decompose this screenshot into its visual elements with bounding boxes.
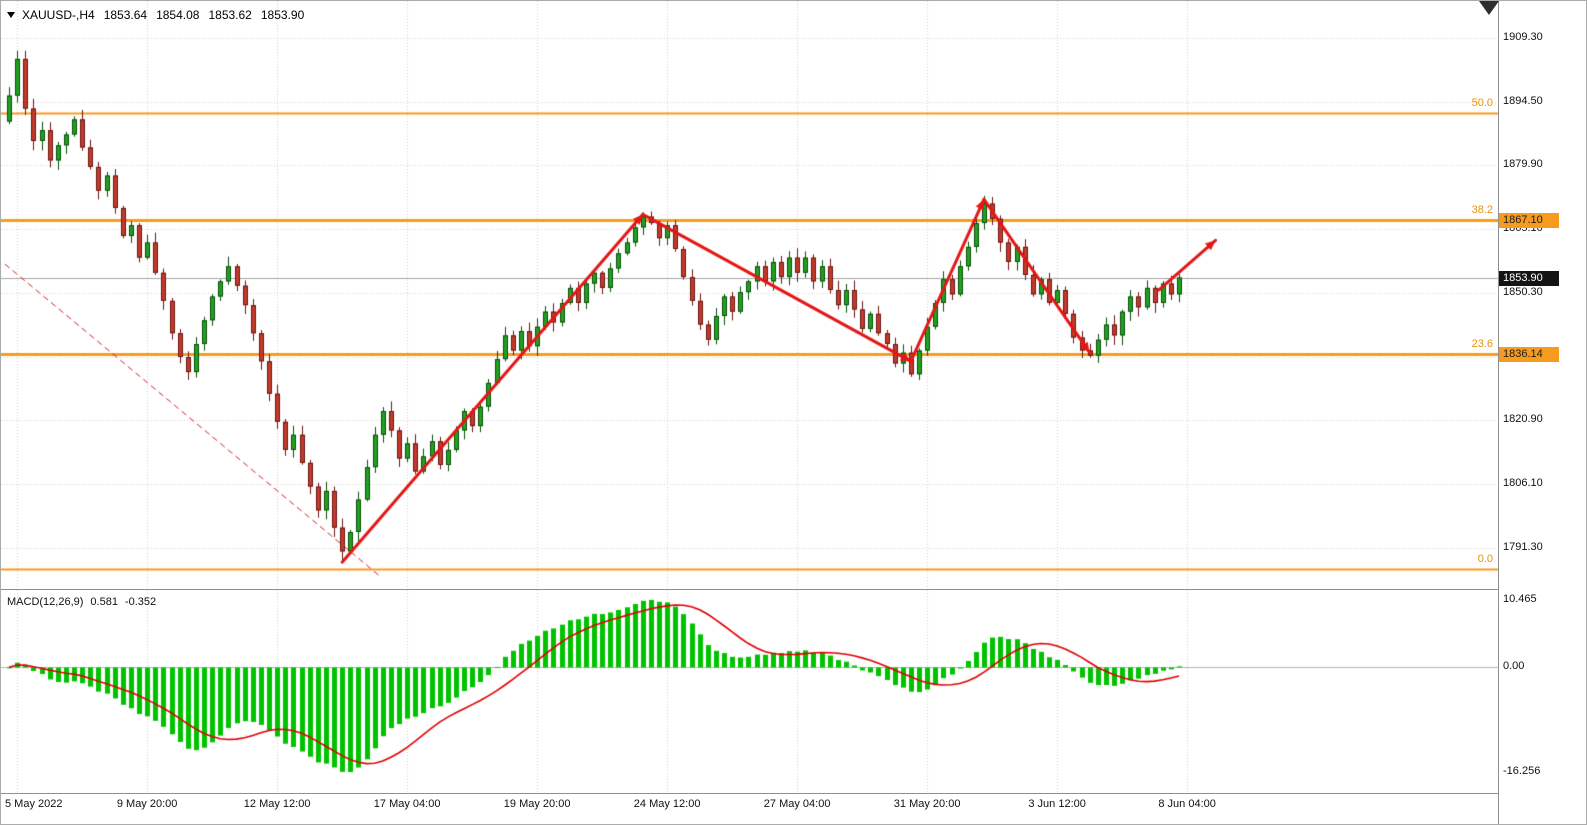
time-tick-label: 17 May 04:00 [373, 798, 441, 810]
pane-divider[interactable] [1, 589, 1586, 590]
price-axis-separator [1498, 1, 1499, 824]
time-tick-label: 3 Jun 12:00 [1028, 798, 1086, 810]
macd-tick-label: -16.256 [1503, 765, 1541, 778]
chart-shift-marker-icon[interactable] [1479, 1, 1499, 15]
symbol-dropdown-icon[interactable] [7, 12, 15, 18]
ohlc-low: 1853.62 [208, 8, 252, 22]
time-tick-label: 27 May 04:00 [763, 798, 831, 810]
fibo-percent-label: 0.0 [1477, 552, 1493, 565]
ohlc-close: 1853.90 [260, 8, 305, 22]
time-tick-label: 31 May 20:00 [893, 798, 961, 810]
macd-signal-value: -0.352 [124, 596, 157, 608]
time-tick-label: 24 May 12:00 [633, 798, 701, 810]
price-tick-label: 1909.30 [1503, 31, 1543, 44]
fibo-percent-label: 38.2 [1471, 204, 1493, 217]
macd-header: MACD(12,26,9) 0.581 -0.352 [7, 596, 156, 608]
current-price-tag: 1853.90 [1499, 270, 1559, 286]
pane-divider[interactable] [1, 793, 1586, 794]
time-axis[interactable]: 5 May 2022 9 May 20:00 12 May 12:00 17 May … [1, 794, 1498, 824]
fibo-percent-label: 50.0 [1471, 97, 1493, 110]
macd-main-value: 0.581 [90, 596, 118, 608]
time-tick-label: 9 May 20:00 [116, 798, 178, 810]
macd-tick-label: 0.00 [1503, 660, 1525, 673]
chart-header: XAUUSD-,H4 1853.64 1854.08 1853.62 1853.… [7, 8, 304, 22]
macd-label: MACD(12,26,9) [7, 596, 84, 608]
symbol-timeframe-label: XAUUSD-,H4 [22, 8, 95, 22]
fibo-price-tag: 1836.14 [1499, 347, 1559, 363]
ohlc-open: 1853.64 [103, 8, 148, 22]
price-tick-label: 1850.30 [1503, 286, 1543, 299]
time-tick-label: 19 May 20:00 [503, 798, 571, 810]
fibo-percent-label: 23.6 [1471, 338, 1493, 351]
price-tick-label: 1806.10 [1503, 477, 1543, 489]
time-tick-label: 8 Jun 04:00 [1158, 798, 1216, 810]
main-chart-canvas[interactable] [1, 1, 1498, 589]
fibo-price-tag: 1867.10 [1499, 213, 1559, 229]
macd-tick-label: 10.465 [1503, 592, 1537, 605]
price-tick-label: 1879.90 [1503, 158, 1543, 171]
time-tick-label: 12 May 12:00 [243, 798, 311, 810]
price-axis[interactable]: 1909.301894.501879.901865.101850.301835.… [1499, 1, 1586, 824]
price-tick-label: 1791.30 [1503, 540, 1543, 553]
price-tick-label: 1894.50 [1503, 95, 1543, 108]
price-tick-label: 1820.90 [1503, 413, 1543, 426]
ohlc-high: 1854.08 [156, 8, 200, 22]
macd-indicator-canvas[interactable] [1, 590, 1498, 793]
time-tick-label: 5 May 2022 [5, 798, 63, 810]
